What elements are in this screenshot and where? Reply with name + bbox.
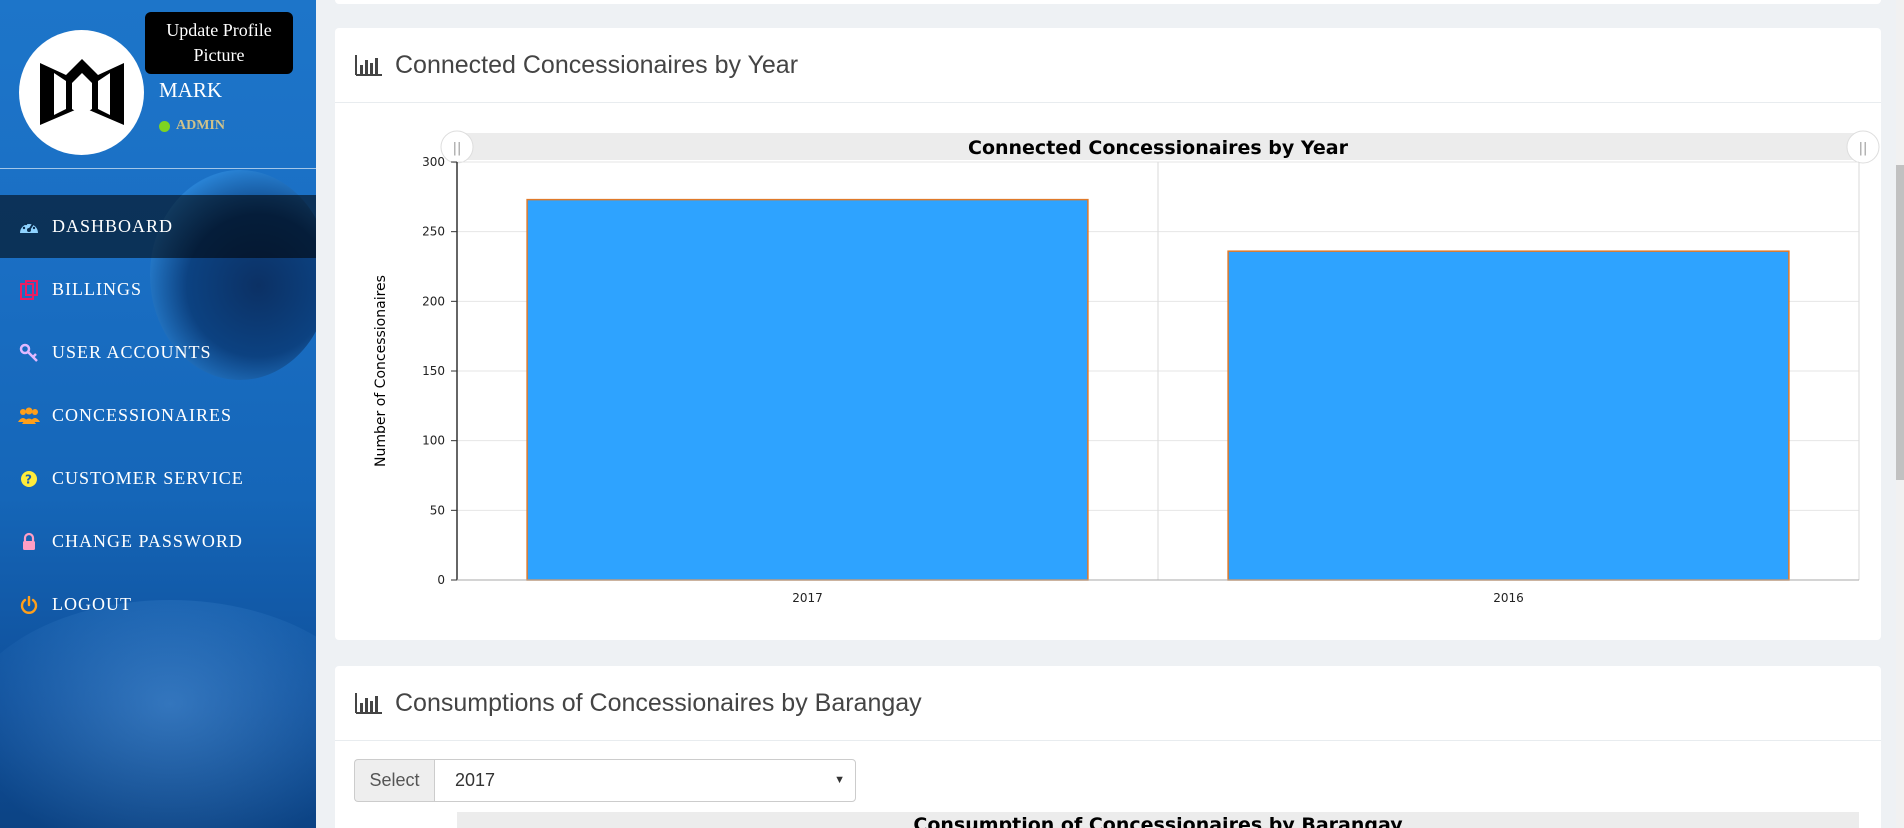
nav-item-concessionaires[interactable]: CONCESSIONAIRES	[0, 384, 316, 447]
drag-handle-icon: ||	[453, 141, 462, 156]
y-tick-label: 100	[422, 434, 445, 448]
previous-card-edge	[335, 0, 1881, 4]
y-axis-label: Number of Concessionaires	[373, 275, 389, 467]
nav-item-dashboard[interactable]: DASHBOARD	[0, 195, 316, 258]
svg-text:?: ?	[25, 472, 33, 486]
scrollbar-thumb[interactable]	[1896, 165, 1904, 480]
nav-item-customer-service[interactable]: ? CUSTOMER SERVICE	[0, 447, 316, 510]
profile-role: ADMIN	[159, 118, 225, 134]
lock-icon	[18, 531, 40, 553]
chevron-down-icon: ▼	[834, 774, 845, 786]
y-tick-label: 150	[422, 364, 445, 378]
y-tick-label: 300	[422, 155, 445, 169]
y-tick-label: 0	[437, 573, 445, 587]
sidebar: Update Profile Picture MARK ADMIN DASHBO…	[0, 0, 316, 828]
profile-divider	[0, 168, 316, 169]
sidebar-background-wave	[0, 600, 316, 828]
y-tick-label: 200	[422, 294, 445, 308]
bar	[1227, 250, 1790, 581]
card-title: Consumptions of Concessionaires by Baran…	[395, 688, 922, 717]
power-icon	[18, 594, 40, 616]
profile-name: MARK	[159, 78, 223, 102]
nav-label-customer-service: CUSTOMER SERVICE	[52, 468, 244, 488]
nav-item-change-password[interactable]: CHANGE PASSWORD	[0, 510, 316, 573]
drag-handle-icon: ||	[1859, 141, 1868, 156]
billing-icon	[18, 279, 40, 301]
nav-label-billings: BILLINGS	[52, 279, 142, 299]
sidebar-nav: DASHBOARD BILLINGS USER ACCOUNTS CONCESS…	[0, 195, 316, 636]
connected-concessionaires-chart: Connected Concessionaires by Year || || 0 50…	[373, 130, 1880, 605]
card-header: Consumptions of Concessionaires by Baran…	[335, 666, 1881, 741]
nav-item-user-accounts[interactable]: USER ACCOUNTS	[0, 321, 316, 384]
nav-label-concessionaires: CONCESSIONAIRES	[52, 405, 233, 425]
bar	[526, 198, 1089, 581]
key-icon	[18, 342, 40, 364]
bar-chart-icon	[355, 693, 382, 714]
year-select[interactable]: 2017 ▼	[434, 759, 856, 802]
page-scrollbar[interactable]	[1896, 0, 1904, 828]
chart-title-band	[457, 133, 1859, 160]
chart2-title: Consumption of Concessionaires by Barang…	[913, 814, 1403, 828]
dashboard-icon	[18, 216, 40, 238]
users-icon	[18, 405, 40, 427]
main-content: Connected Concessionaires by Year Connec…	[316, 0, 1904, 828]
nav-item-billings[interactable]: BILLINGS	[0, 258, 316, 321]
card-title: Connected Concessionaires by Year	[395, 50, 799, 79]
y-tick-label: 50	[430, 503, 445, 517]
avatar[interactable]	[19, 30, 144, 155]
nav-label-change-password: CHANGE PASSWORD	[52, 531, 243, 551]
chart-title: Connected Concessionaires by Year	[968, 137, 1349, 159]
update-profile-picture-button[interactable]: Update Profile Picture	[145, 12, 293, 74]
brand-logo-icon	[39, 58, 124, 125]
y-tick-label: 250	[422, 225, 445, 239]
year-select-group: Select 2017 ▼	[354, 759, 856, 802]
x-tick-label: 2016	[1493, 591, 1524, 605]
year-select-value: 2017	[455, 770, 496, 790]
online-status-icon	[159, 120, 170, 132]
consumptions-card: Consumptions of Concessionaires by Baran…	[335, 666, 1881, 828]
chart2-title-bar	[457, 812, 1859, 828]
question-icon: ?	[18, 468, 40, 490]
profile-panel: Update Profile Picture MARK ADMIN	[0, 0, 316, 170]
nav-label-logout: LOGOUT	[52, 594, 132, 614]
nav-label-dashboard: DASHBOARD	[52, 216, 174, 236]
x-tick-label: 2017	[792, 591, 823, 605]
select-label: Select	[354, 759, 434, 802]
nav-label-user-accounts: USER ACCOUNTS	[52, 342, 212, 362]
connected-concessionaires-card: Connected Concessionaires by Year Connec…	[335, 28, 1881, 640]
chart-drag-handle-right	[1846, 130, 1880, 164]
nav-item-logout[interactable]: LOGOUT	[0, 573, 316, 636]
profile-role-label: ADMIN	[176, 118, 225, 133]
card-header: Connected Concessionaires by Year	[335, 28, 1881, 103]
bar-chart-icon	[355, 55, 382, 76]
